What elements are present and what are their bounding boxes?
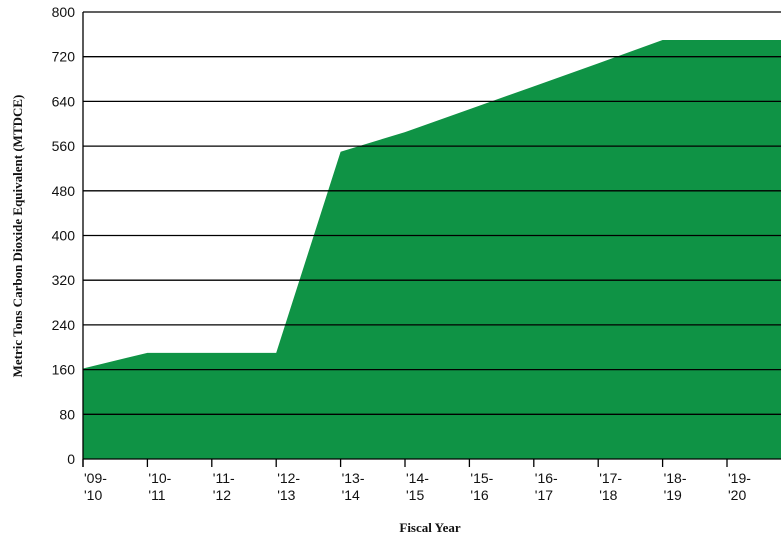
- y-tick-label: 720: [52, 49, 76, 65]
- y-tick-label: 80: [59, 406, 75, 422]
- y-tick-label: 240: [52, 317, 76, 333]
- x-tick-label: '19-'20: [728, 470, 751, 503]
- x-tick-label: '18-'19: [664, 470, 687, 503]
- y-tick-label: 320: [52, 272, 76, 288]
- x-tick-label: '09-'10: [84, 470, 107, 503]
- y-tick-label: 800: [52, 4, 76, 20]
- y-tick-label: 640: [52, 93, 76, 109]
- x-tick-label: '12-'13: [277, 470, 300, 503]
- y-tick-label: 400: [52, 228, 76, 244]
- y-tick-label: 560: [52, 138, 76, 154]
- x-tick-label: '14-'15: [406, 470, 429, 503]
- x-tick-label: '11-'12: [213, 470, 235, 503]
- x-axis-title: Fiscal Year: [399, 520, 460, 535]
- y-tick-label: 160: [52, 362, 76, 378]
- x-tick-label: '16-'17: [535, 470, 558, 503]
- x-tick-label: '17-'18: [599, 470, 622, 503]
- area: [83, 39, 781, 459]
- y-tick-label: 0: [67, 451, 75, 467]
- x-tick-label: '15-'16: [470, 470, 493, 503]
- y-axis-title: Metric Tons Carbon Dioxide Equivalent (M…: [10, 95, 25, 378]
- y-tick-label: 480: [52, 183, 76, 199]
- x-tick-label: '10-'11: [148, 470, 171, 503]
- x-tick-label: '13-'14: [342, 470, 365, 503]
